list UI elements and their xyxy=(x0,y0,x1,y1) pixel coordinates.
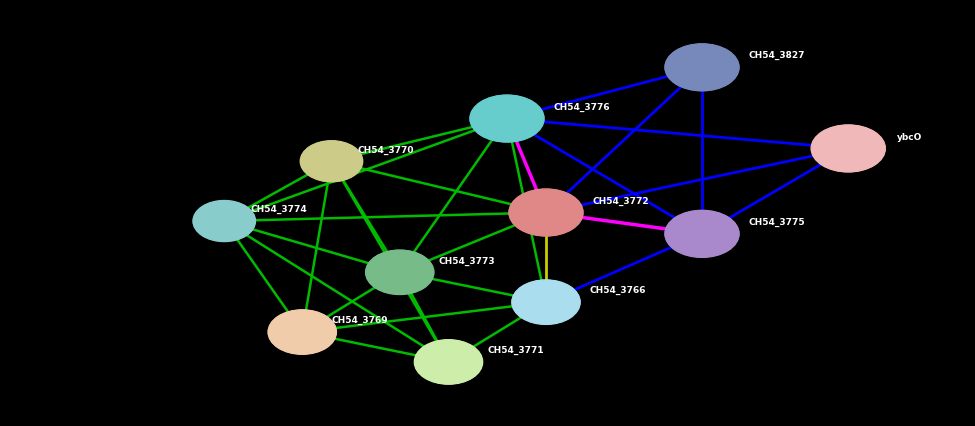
Ellipse shape xyxy=(512,280,580,325)
Ellipse shape xyxy=(665,45,739,92)
Text: CH54_3769: CH54_3769 xyxy=(332,316,388,325)
Ellipse shape xyxy=(509,190,583,236)
Text: CH54_3827: CH54_3827 xyxy=(749,51,805,60)
Text: CH54_3771: CH54_3771 xyxy=(488,345,544,354)
Text: CH54_3774: CH54_3774 xyxy=(251,205,307,214)
Text: ybcO: ybcO xyxy=(897,132,922,141)
Ellipse shape xyxy=(268,310,336,354)
Text: CH54_3770: CH54_3770 xyxy=(358,145,414,154)
Ellipse shape xyxy=(665,211,739,258)
Ellipse shape xyxy=(470,96,544,143)
Ellipse shape xyxy=(811,126,885,173)
Ellipse shape xyxy=(414,340,483,384)
Text: CH54_3776: CH54_3776 xyxy=(554,103,610,112)
Text: CH54_3772: CH54_3772 xyxy=(593,196,649,205)
Ellipse shape xyxy=(300,141,363,182)
Ellipse shape xyxy=(366,250,434,295)
Text: CH54_3766: CH54_3766 xyxy=(590,286,646,295)
Text: CH54_3773: CH54_3773 xyxy=(439,256,495,265)
Ellipse shape xyxy=(193,201,255,242)
Text: CH54_3775: CH54_3775 xyxy=(749,218,805,227)
